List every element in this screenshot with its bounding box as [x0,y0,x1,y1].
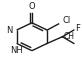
Text: N: N [6,26,12,35]
Text: O: O [29,2,35,11]
Text: NH: NH [10,46,23,55]
Text: CH: CH [63,32,74,41]
Text: F: F [75,24,80,33]
Text: Cl: Cl [62,16,71,24]
